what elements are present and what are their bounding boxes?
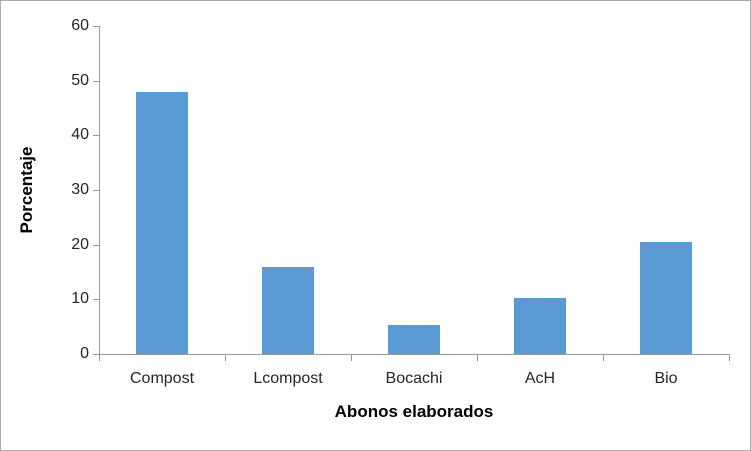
bar-lcompost bbox=[262, 266, 314, 354]
x-axis-line bbox=[99, 354, 730, 355]
x-tick bbox=[99, 355, 100, 361]
bar-ach bbox=[514, 298, 566, 354]
y-tick-label: 50 bbox=[71, 72, 89, 89]
x-axis-title: Abonos elaborados bbox=[334, 402, 494, 421]
x-tick bbox=[603, 355, 604, 361]
y-tick-label: 40 bbox=[71, 126, 89, 143]
y-tick-label: 20 bbox=[71, 236, 89, 253]
x-tick bbox=[477, 355, 478, 361]
bar-bio bbox=[640, 242, 692, 354]
x-tick bbox=[729, 355, 730, 361]
y-axis-line bbox=[99, 26, 100, 360]
y-tick bbox=[93, 299, 99, 300]
y-tick-label: 30 bbox=[71, 181, 89, 198]
y-tick bbox=[93, 81, 99, 82]
x-category-label: Compost bbox=[129, 370, 195, 387]
bar-compost bbox=[136, 91, 188, 354]
y-tick bbox=[93, 135, 99, 136]
y-tick bbox=[93, 190, 99, 191]
x-category-label: Lcompost bbox=[253, 370, 323, 387]
y-tick bbox=[93, 245, 99, 246]
bar-bocachi bbox=[388, 325, 440, 354]
x-category-label: AcH bbox=[524, 370, 556, 387]
y-tick bbox=[93, 26, 99, 27]
x-category-label: Bocachi bbox=[385, 370, 443, 387]
y-tick bbox=[93, 354, 99, 355]
y-axis-title: Porcentaje bbox=[17, 146, 36, 234]
y-tick-label: 10 bbox=[71, 290, 89, 307]
y-tick-label: 0 bbox=[80, 345, 89, 362]
x-tick bbox=[351, 355, 352, 361]
x-tick bbox=[225, 355, 226, 361]
x-category-label: Bio bbox=[654, 370, 678, 387]
y-tick-label: 60 bbox=[71, 17, 89, 34]
